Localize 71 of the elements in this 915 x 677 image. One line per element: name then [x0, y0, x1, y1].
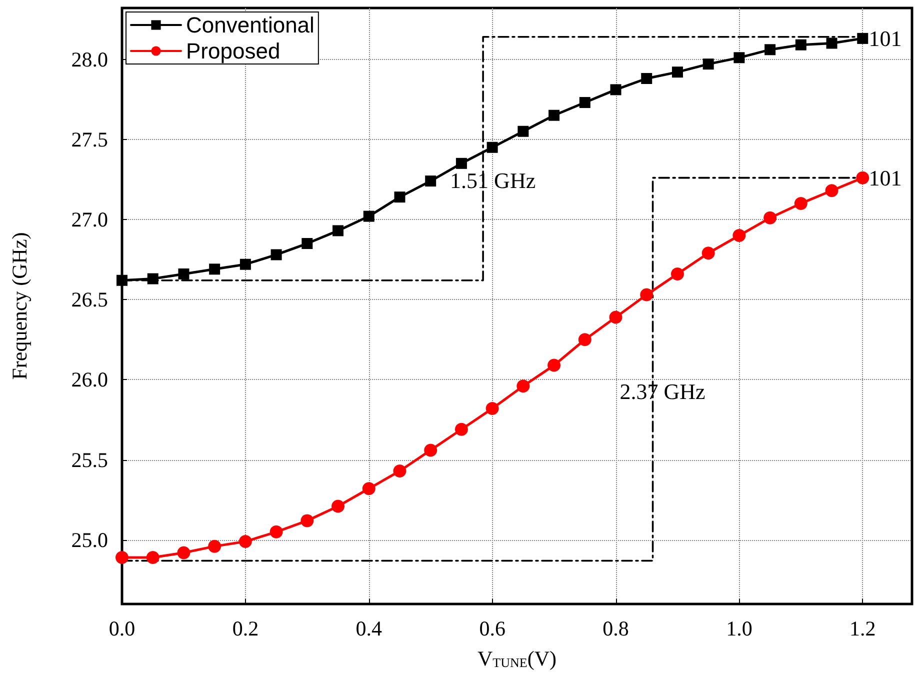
point [856, 171, 870, 184]
x-axis-title: VTUNE(V) [478, 646, 556, 670]
point [548, 110, 560, 121]
point [764, 211, 777, 224]
point [393, 464, 406, 478]
point [516, 380, 530, 393]
point [454, 422, 468, 436]
point [641, 72, 652, 84]
y-tick-label: 25.5 [71, 448, 108, 472]
point [826, 38, 838, 49]
point [518, 126, 529, 137]
point [670, 267, 684, 280]
point [177, 546, 190, 560]
point [424, 444, 438, 457]
point [270, 249, 282, 260]
point [764, 44, 776, 56]
point [332, 225, 344, 236]
annotation: 101 [868, 165, 902, 190]
point [300, 514, 314, 528]
legend-label: Proposed [186, 38, 280, 64]
x-tick-label: 1.0 [726, 616, 752, 640]
point [456, 158, 467, 169]
y-tick-label: 25.0 [71, 528, 108, 552]
point [857, 32, 868, 44]
x-tick-label: 0.6 [479, 616, 506, 640]
x-tick-label: 0.2 [232, 616, 259, 640]
x-tick-label: 1.2 [850, 616, 876, 640]
point [178, 268, 190, 280]
point [702, 246, 715, 260]
point [116, 551, 128, 564]
x-tick-label: 0.0 [108, 616, 136, 640]
y-axis-title: Frequency (GHz) [8, 232, 32, 380]
point [425, 176, 436, 187]
y-tick-label: 26.5 [71, 288, 108, 312]
legend-label: Conventional [186, 12, 314, 38]
point [548, 358, 561, 372]
point [394, 192, 406, 203]
point [270, 525, 283, 538]
point [734, 52, 745, 64]
point [640, 288, 654, 302]
point [578, 333, 592, 346]
point [238, 535, 252, 548]
point [486, 142, 498, 153]
point [486, 402, 499, 416]
y-tick-label: 26.0 [71, 368, 108, 392]
x-tick-label: 0.4 [356, 616, 382, 640]
y-tick-label: 27.0 [71, 207, 108, 232]
y-tick-label: 27.5 [71, 127, 108, 152]
point [672, 66, 683, 78]
point [825, 184, 838, 198]
point [610, 84, 622, 96]
point [240, 258, 251, 270]
point [147, 273, 158, 284]
point [363, 210, 374, 222]
point [146, 551, 160, 564]
point [794, 196, 808, 210]
point [579, 97, 590, 108]
point [116, 274, 128, 286]
point [732, 229, 746, 242]
point [362, 482, 376, 496]
point [609, 310, 622, 324]
y-tick-label: 28.0 [71, 47, 108, 72]
point [332, 500, 345, 513]
point [795, 39, 806, 50]
annotation: 101 [868, 26, 902, 51]
point [702, 58, 714, 70]
x-tick-label: 0.8 [602, 616, 629, 640]
point [209, 264, 220, 275]
annotation: 2.37 GHz [620, 378, 706, 404]
point [208, 540, 222, 553]
point [302, 238, 313, 250]
